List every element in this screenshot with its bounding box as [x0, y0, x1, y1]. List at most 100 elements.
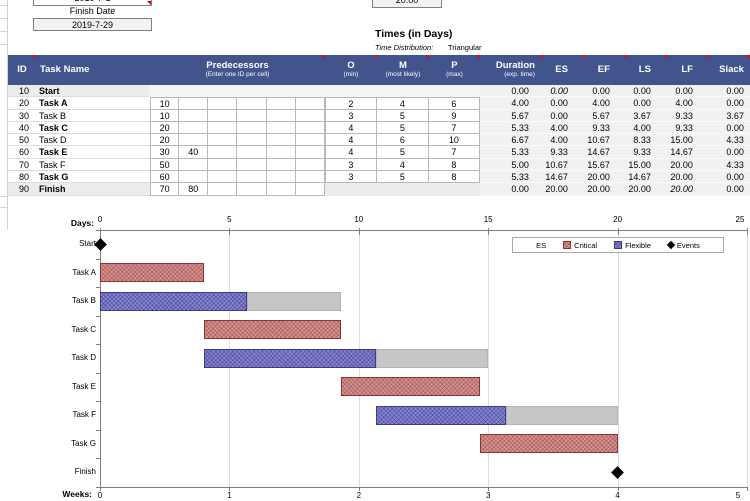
cell-id[interactable]: 40 [8, 122, 36, 135]
cell-predecessor[interactable] [295, 171, 325, 184]
cell-task-name[interactable]: Start [36, 85, 150, 98]
cell-ls[interactable]: 0.00 [626, 97, 668, 110]
cell-predecessor[interactable] [266, 183, 296, 196]
header-predecessors[interactable]: Predecessors (Enter one ID per cell) [150, 55, 325, 85]
cell-o[interactable]: 4 [324, 121, 377, 135]
cell-predecessor[interactable] [208, 134, 238, 147]
cell-predecessor[interactable] [295, 121, 325, 135]
gantt-bar-critical[interactable] [203, 320, 342, 340]
cell-predecessor[interactable] [266, 121, 296, 135]
project-duration-cell[interactable]: 20.00 [372, 0, 442, 8]
cell-dur[interactable]: 6.67 [479, 134, 543, 147]
cell-o[interactable]: 3 [324, 109, 377, 122]
cell-predecessor[interactable]: 50 [150, 158, 180, 172]
start-date-cell[interactable]: 2019-7-1 [33, 0, 152, 6]
cell-ls[interactable]: 14.67 [626, 171, 668, 184]
cell-ef[interactable]: 0.00 [584, 85, 627, 98]
cell-predecessor[interactable]: 10 [150, 109, 180, 122]
cell-dur[interactable]: 0.00 [479, 85, 543, 98]
cell-p[interactable]: 9 [428, 109, 480, 122]
cell-task-name[interactable]: Task A [36, 97, 150, 110]
cell-task-name[interactable]: Task C [36, 122, 150, 135]
cell-slack[interactable]: 4.33 [709, 158, 750, 172]
cell-predecessor[interactable]: 80 [179, 183, 209, 196]
cell-predecessor[interactable] [179, 97, 209, 110]
cell-predecessor[interactable] [237, 171, 267, 184]
cell-lf[interactable]: 4.00 [667, 97, 710, 110]
gantt-bar-critical[interactable] [341, 377, 480, 397]
cell-slack[interactable]: 0.00 [709, 97, 750, 110]
cell-es[interactable]: 0.00 [542, 97, 585, 110]
cell-ls[interactable]: 20.00 [626, 183, 668, 196]
cell-predecessor[interactable] [237, 109, 267, 122]
cell-o[interactable] [324, 85, 377, 98]
cell-lf[interactable]: 9.33 [667, 121, 710, 135]
cell-es[interactable]: 4.00 [542, 121, 585, 135]
legend-item-flexible[interactable]: Flexible [614, 241, 651, 250]
cell-predecessor[interactable] [208, 97, 238, 110]
cell-lf[interactable]: 15.00 [667, 134, 710, 147]
cell-p[interactable] [428, 183, 480, 196]
cell-lf[interactable]: 20.00 [667, 171, 710, 184]
legend-item-critical[interactable]: Critical [563, 241, 597, 250]
gantt-bar-slack[interactable] [505, 405, 618, 425]
cell-predecessor[interactable] [266, 146, 296, 159]
gantt-bar-critical[interactable] [479, 434, 618, 454]
cell-m[interactable]: 6 [376, 134, 429, 147]
cell-o[interactable]: 4 [324, 134, 377, 147]
chart-legend[interactable]: ES Critical Flexible Events [512, 237, 724, 253]
cell-predecessor[interactable] [179, 134, 209, 147]
gantt-bar-flexible[interactable] [100, 291, 247, 311]
cell-m[interactable]: 5 [376, 146, 429, 159]
cell-ls[interactable]: 9.33 [626, 146, 668, 159]
cell-predecessor[interactable]: 20 [150, 121, 180, 135]
cell-p[interactable]: 6 [428, 97, 480, 110]
cell-es[interactable]: 0.00 [542, 109, 585, 122]
gantt-bar-critical[interactable] [100, 263, 204, 283]
cell-predecessor[interactable] [208, 171, 238, 184]
cell-ls[interactable]: 8.33 [626, 134, 668, 147]
cell-id[interactable]: 70 [8, 159, 36, 172]
cell-o[interactable] [324, 183, 377, 196]
cell-predecessor[interactable] [266, 158, 296, 172]
legend-item-events[interactable]: Events [666, 241, 700, 250]
cell-predecessor[interactable] [295, 134, 325, 147]
cell-predecessor[interactable]: 30 [150, 146, 180, 159]
header-duration[interactable]: Duration (exp. time) [479, 55, 543, 85]
cell-m[interactable] [376, 85, 429, 98]
cell-es[interactable]: 20.00 [542, 183, 585, 196]
cell-es[interactable]: 4.00 [542, 134, 585, 147]
finish-date-cell[interactable]: 2019-7-29 [33, 18, 152, 31]
cell-dur[interactable]: 0.00 [479, 183, 543, 196]
cell-predecessor[interactable] [266, 171, 296, 184]
cell-es[interactable]: 10.67 [542, 158, 585, 172]
cell-predecessor[interactable] [208, 146, 238, 159]
cell-dur[interactable]: 5.67 [479, 109, 543, 122]
cell-slack[interactable]: 0.00 [709, 121, 750, 135]
cell-p[interactable] [428, 85, 480, 98]
cell-predecessor[interactable]: 70 [150, 183, 180, 196]
cell-predecessor[interactable] [266, 134, 296, 147]
cell-dur[interactable]: 5.33 [479, 146, 543, 159]
cell-lf[interactable]: 0.00 [667, 85, 710, 98]
cell-predecessor[interactable] [237, 134, 267, 147]
cell-id[interactable]: 80 [8, 171, 36, 184]
cell-predecessor[interactable] [237, 146, 267, 159]
cell-slack[interactable]: 0.00 [709, 171, 750, 184]
cell-slack[interactable]: 0.00 [709, 183, 750, 196]
header-lf[interactable]: LF [667, 55, 710, 85]
gantt-chart[interactable]: Days: 0 5 10 15 20 25 Start Task A Task B Task C Ta… [0, 207, 750, 501]
cell-task-name[interactable]: Task B [36, 110, 150, 122]
cell-lf[interactable]: 9.33 [667, 109, 710, 122]
cell-dur[interactable]: 4.00 [479, 97, 543, 110]
gantt-bar-flexible[interactable] [203, 348, 377, 368]
cell-o[interactable]: 4 [324, 146, 377, 159]
gantt-bar-slack[interactable] [376, 348, 489, 368]
cell-predecessor[interactable]: 10 [150, 97, 180, 110]
header-o[interactable]: O (min) [324, 55, 377, 85]
cell-predecessor[interactable] [266, 109, 296, 122]
header-ef[interactable]: EF [584, 55, 627, 85]
cell-predecessor[interactable] [266, 85, 296, 98]
header-p[interactable]: P (max) [428, 55, 480, 85]
cell-m[interactable]: 4 [376, 158, 429, 172]
